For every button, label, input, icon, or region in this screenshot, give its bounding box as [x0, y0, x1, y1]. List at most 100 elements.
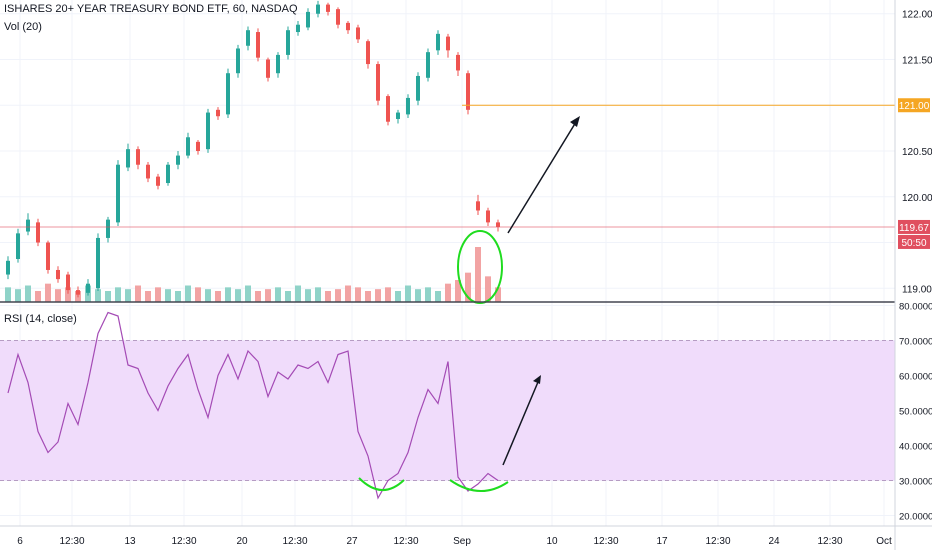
rsi-axis[interactable]: 80.0000 70.0000 60.0000 50.0000 40.0000 30.00… [899, 302, 932, 523]
symbol-legend[interactable]: ISHARES 20+ YEAR TREASURY BOND ETF, 60, … [4, 3, 298, 15]
volume-bar [195, 287, 201, 302]
price-candle [456, 52, 460, 76]
volume-bar [405, 285, 411, 302]
volume-bar [295, 285, 301, 302]
volume-bar [475, 247, 481, 302]
volume-bar [315, 287, 321, 302]
price-candle [46, 240, 50, 274]
time-tick-label: 12:30 [705, 536, 730, 547]
price-tick-label: 120.00 [902, 193, 932, 204]
candle-body [486, 210, 490, 223]
candle-body [376, 64, 380, 101]
candle-body [116, 164, 120, 223]
time-tick-label: 12:30 [593, 536, 618, 547]
price-candle [256, 28, 260, 62]
volume-bar [265, 289, 271, 302]
price-candle [336, 7, 340, 29]
price-candle [216, 107, 220, 120]
price-candle [26, 213, 30, 236]
time-tick-label: 12:30 [282, 536, 307, 547]
rsi-series-line [7, 311, 499, 500]
candle-body [286, 30, 290, 55]
candle-body [126, 149, 130, 168]
price-candle [466, 70, 470, 115]
candle-body [36, 222, 40, 243]
candle-body [406, 97, 410, 115]
volume-bar [225, 287, 231, 302]
price-trend-arrow[interactable] [507, 116, 580, 234]
price-candle [436, 30, 440, 55]
candle-body [436, 33, 440, 51]
countdown-label: 50:50 [901, 238, 926, 249]
candle-body [256, 32, 260, 58]
price-candle [416, 72, 420, 106]
candle-body [236, 48, 240, 74]
candle-body [336, 9, 340, 25]
target-price-badge [898, 98, 930, 113]
candle-body [66, 274, 70, 291]
volume-bar [495, 287, 501, 302]
price-tick-label: 119.00 [902, 284, 932, 295]
price-candle [366, 39, 370, 69]
candle-body [226, 73, 230, 115]
candle-body [456, 54, 460, 71]
price-candle [126, 143, 130, 172]
candle-body [26, 219, 30, 232]
price-axis[interactable]: 122.00 121.50 121.00 120.50 120.00 119.67 50:5… [898, 10, 932, 296]
time-tick-label: 12:30 [171, 536, 196, 547]
price-candle [136, 146, 140, 170]
time-tick-label: 12:30 [59, 536, 84, 547]
price-tick-label: 122.00 [902, 10, 932, 21]
price-candle [76, 286, 80, 298]
time-tick-label: 12:30 [817, 536, 842, 547]
candle-body [206, 112, 210, 150]
candle-body [166, 164, 170, 184]
rsi-legend[interactable]: RSI (14, close) [4, 313, 77, 325]
rsi-bottom-curve-right[interactable] [449, 479, 509, 492]
price-candle [166, 161, 170, 186]
volume-bar [105, 291, 111, 302]
volume-bar [245, 285, 251, 302]
price-candle [276, 52, 280, 78]
time-axis[interactable]: 6 12:30 13 12:30 20 12:30 27 12:30 Sep 10 12:30 17 1… [17, 536, 892, 547]
current-price-label: 119.67 [899, 223, 929, 234]
rsi-tick-label: 40.0000 [899, 442, 932, 453]
rsi-bottom-curve-left[interactable] [358, 477, 405, 491]
candle-body [496, 222, 500, 227]
candle-body [476, 201, 480, 211]
price-candle [326, 2, 330, 16]
rsi-tick-label: 70.0000 [899, 337, 932, 348]
candle-body [466, 73, 470, 110]
price-candle [146, 161, 150, 183]
volume-bar [65, 287, 71, 302]
price-candle [6, 256, 10, 280]
candle-body [296, 24, 300, 33]
volume-bar [445, 283, 451, 302]
volume-bar [145, 291, 151, 302]
time-tick-label: 13 [124, 536, 136, 547]
volume-bar [235, 289, 241, 302]
volume-bar [455, 280, 461, 302]
volume-bar [395, 291, 401, 302]
volume-spike-highlight[interactable] [457, 230, 503, 304]
price-candle [376, 61, 380, 106]
volume-bar [55, 289, 61, 302]
price-candle [176, 151, 180, 170]
candle-body [426, 52, 430, 78]
candle-body [396, 112, 400, 119]
volume-bar [385, 287, 391, 302]
volume-bar [125, 289, 131, 302]
volume-legend[interactable]: Vol (20) [4, 21, 42, 33]
candle-body [276, 54, 280, 74]
rsi-trend-arrow[interactable] [502, 375, 541, 466]
candle-body [366, 41, 370, 65]
price-candle [426, 48, 430, 82]
volume-bar [275, 287, 281, 302]
candle-body [6, 260, 10, 275]
volume-bars [5, 247, 501, 302]
price-candle [226, 68, 230, 119]
candle-body [86, 283, 90, 293]
volume-bar [285, 291, 291, 302]
volume-bar [35, 291, 41, 302]
